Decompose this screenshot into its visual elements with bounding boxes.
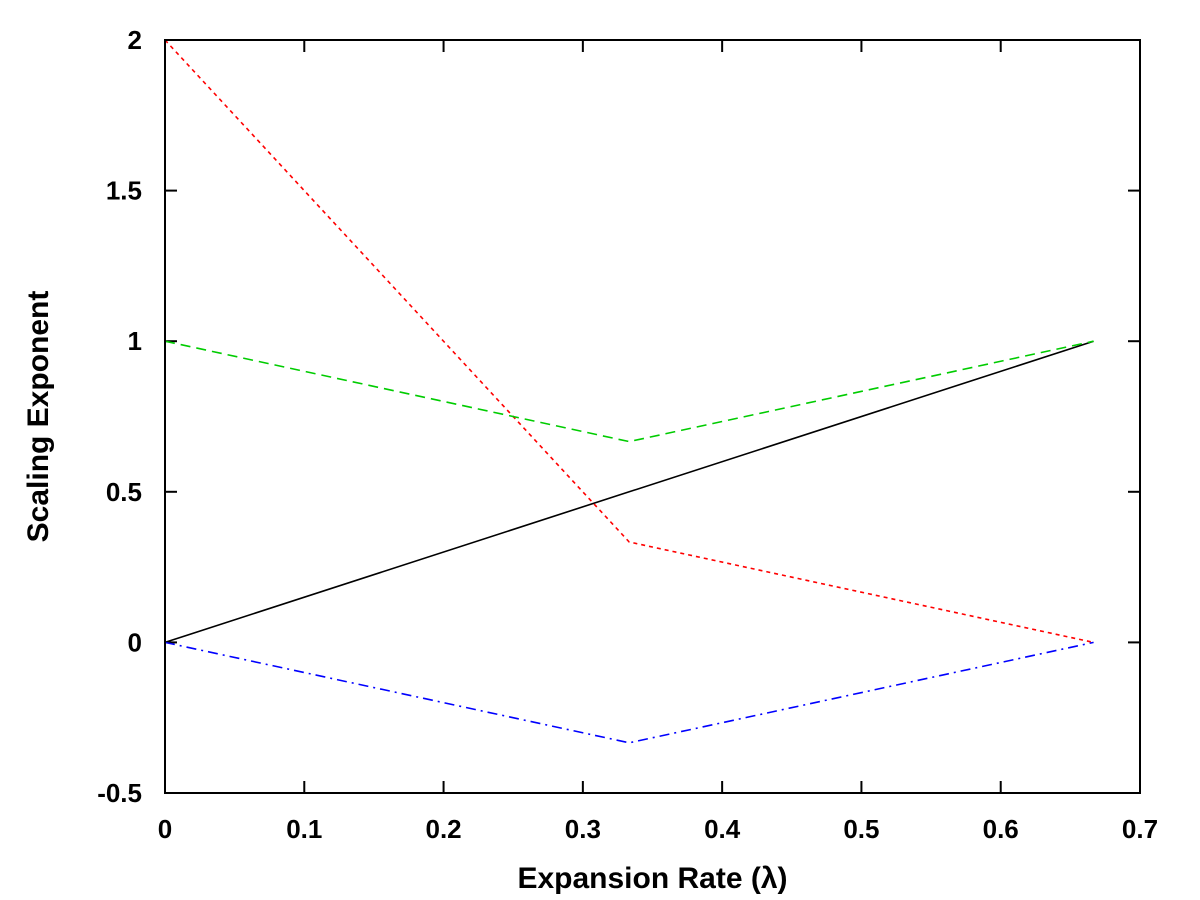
x-tick-label-3: 0.3	[565, 814, 601, 844]
y-tick-label-2: 0.5	[106, 477, 142, 507]
series-line-3	[164, 641, 1094, 744]
series-layer	[164, 39, 1094, 744]
y-tick-label-5: 2	[128, 25, 142, 55]
ticks	[164, 39, 1141, 794]
x-tick-label-0: 0	[158, 814, 172, 844]
y-tick-label-4: 1.5	[106, 176, 142, 206]
series-line-0	[164, 340, 1094, 644]
y-axis-label: Scaling Exponent	[22, 291, 55, 543]
x-tick-label-1: 0.1	[286, 814, 322, 844]
y-tick-label-3: 1	[128, 326, 142, 356]
x-axis-label: Expansion Rate (λ)	[517, 862, 787, 895]
x-tick-label-5: 0.5	[843, 814, 879, 844]
series-line-2	[164, 340, 1094, 443]
series-line-1	[164, 39, 1094, 644]
x-tick-label-4: 0.4	[704, 814, 741, 844]
tick-labels: 0 0.1 0.2 0.3 0.4 0.5 0.6 0.7 -0.5 0 0.5 1 1.5 2	[97, 25, 1158, 844]
y-tick-label-0: -0.5	[97, 778, 142, 808]
plot-frame	[164, 39, 1141, 794]
x-tick-label-7: 0.7	[1122, 814, 1158, 844]
x-tick-label-6: 0.6	[983, 814, 1019, 844]
x-tick-label-2: 0.2	[425, 814, 461, 844]
y-tick-label-1: 0	[128, 627, 142, 657]
